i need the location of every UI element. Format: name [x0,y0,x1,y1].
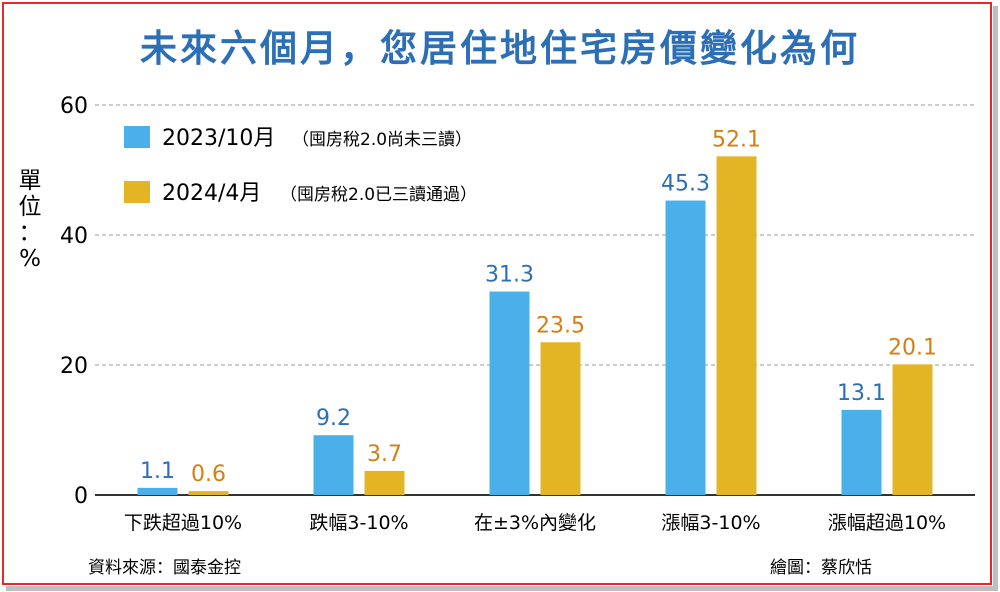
bar-2023 [841,409,882,495]
x-axis-categories: 下跌超過10% 跌幅3-10% 在±3%內變化 漲幅3-10% 漲幅超過10% [124,512,946,534]
data-label: 52.1 [712,127,761,152]
data-label: 0.6 [191,462,226,487]
source-note: 資料來源：國泰金控 [88,558,241,578]
bar-2023 [665,200,706,496]
y-tick-label: 20 [60,354,88,379]
data-label: 23.5 [536,313,585,338]
unit-char: % [19,246,41,272]
frame-shadow-bottom [6,586,998,591]
unit-char: 單 [18,168,42,194]
graphic-credit: 繪圖：蔡欣恬 [770,558,872,578]
y-tick-label: 0 [74,484,88,509]
data-label: 13.1 [837,381,886,406]
x-category-label: 漲幅超過10% [828,512,946,534]
legend-label-2023: 2023/10月 [162,126,275,151]
y-axis-ticks: 0 20 40 60 [60,94,88,509]
bar-2024 [540,342,581,495]
data-label: 3.7 [367,442,402,467]
legend-swatch-2024 [124,181,150,203]
bars [137,156,933,496]
bar-2024 [188,491,229,495]
legend-note-2024: （囤房稅2.0已三讀通過） [280,185,477,205]
y-tick-label: 60 [60,94,88,119]
bar-2024 [364,470,405,495]
unit-char: ： [18,220,42,246]
frame-shadow-right [993,6,998,589]
legend-label-2024: 2024/4月 [162,181,261,206]
data-label: 9.2 [316,406,351,431]
bar-2024 [892,364,933,495]
x-category-label: 下跌超過10% [124,512,242,534]
data-label: 31.3 [485,263,534,288]
unit-char: 位 [18,194,42,220]
legend: 2023/10月 （囤房稅2.0尚未三讀） 2024/4月 （囤房稅2.0已三讀… [124,126,477,206]
legend-swatch-2023 [124,126,150,148]
gridlines [95,104,975,496]
chart-title: 未來六個月，您居住地住宅房價變化為何 [140,27,860,70]
bar-2023 [313,435,354,495]
y-tick-label: 40 [60,224,88,249]
data-label: 45.3 [661,172,710,197]
data-label: 20.1 [888,335,937,360]
bar-2024 [716,156,757,495]
data-label: 1.1 [140,459,175,484]
legend-note-2023: （囤房稅2.0尚未三讀） [292,130,472,150]
x-category-label: 跌幅3-10% [309,512,408,534]
x-category-label: 在±3%內變化 [474,512,596,534]
x-category-label: 漲幅3-10% [661,512,760,534]
value-labels: 1.1 0.6 9.2 3.7 31.323.5 45.352.1 13.120.1 [140,127,937,487]
bar-2023 [489,291,530,495]
bar-2023 [137,487,178,495]
y-axis-unit-label: 單 位 ： % [16,168,44,272]
